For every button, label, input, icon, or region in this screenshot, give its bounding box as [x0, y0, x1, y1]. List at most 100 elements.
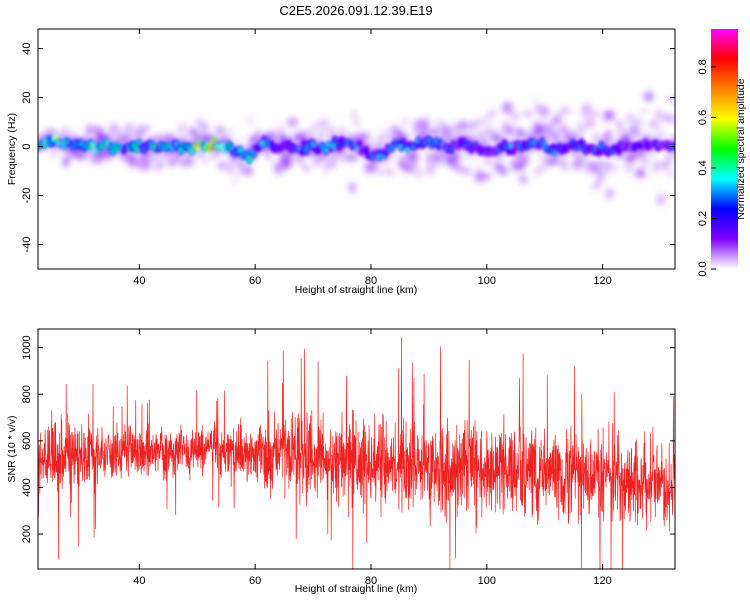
- spectrogram-y-ticks: 40 20 0 -20 -40: [21, 42, 675, 252]
- spectrogram-halo-cell: [559, 124, 568, 134]
- snr-x-axis-label: Height of straight line (km): [295, 583, 418, 595]
- spectrogram-halo-cell: [512, 111, 518, 121]
- spectrogram-frame: [37, 28, 676, 270]
- spectrogram-halo-cell: [535, 104, 541, 111]
- spectrogram-halo-cell: [143, 151, 153, 163]
- spectrogram-halo-cell: [552, 133, 561, 144]
- spectrogram-halo-cell: [484, 114, 494, 120]
- spectrogram-halo-cell: [610, 160, 616, 168]
- y-tick-label: 40: [21, 42, 33, 54]
- spectrogram-halo-cell: [668, 97, 675, 103]
- colorbar-label: Normalized spectral amplitude: [735, 78, 747, 219]
- colorbar-ticks: 0.0 0.2 0.4 0.6 0.8: [697, 59, 716, 277]
- spectrogram-ridge-peak: [302, 141, 307, 146]
- spectrogram-halo-cell: [539, 105, 549, 118]
- spectrogram-halo-cell: [329, 126, 337, 136]
- spectrogram-halo-cell: [354, 121, 360, 126]
- spectrogram-halo-cell: [669, 115, 675, 124]
- spectrogram-halo-cell: [413, 129, 419, 138]
- spectrogram-halo-cell: [236, 140, 246, 146]
- y-tick-label: 20: [21, 91, 33, 103]
- spectrogram-halo-cell: [622, 127, 629, 136]
- spectrogram-halo-cell: [372, 143, 377, 150]
- spectrogram-halo-cell: [85, 150, 93, 158]
- spectrogram-ridge-peak: [196, 146, 201, 153]
- x-tick-label: 40: [133, 275, 145, 287]
- spectrogram-halo-cell: [400, 117, 410, 128]
- spectrogram-halo-cell: [63, 156, 69, 168]
- spectrogram-halo-cell: [576, 159, 585, 164]
- spectrogram-halo-cell: [669, 134, 675, 143]
- spectrogram-halo-cell: [484, 158, 492, 165]
- x-tick-label: 40: [133, 575, 145, 587]
- spectrogram-halo-cell: [376, 138, 385, 151]
- spectrogram-halo-cell: [247, 165, 252, 177]
- spectrogram-halo-cell: [642, 108, 648, 113]
- spectrogram-halo-cell: [425, 152, 435, 164]
- spectrogram-ridge-peak: [550, 144, 555, 149]
- spectrogram-y-axis-label: Frequency (Hz): [6, 113, 18, 185]
- spectrogram-halo-cell: [158, 159, 164, 170]
- spectrogram-halo-cell: [617, 121, 623, 129]
- spectrogram-halo-cell: [614, 129, 624, 136]
- spectrogram-halo-cell: [423, 124, 429, 135]
- colorbar-tick-label: 0.2: [697, 211, 709, 226]
- spectrogram-halo-cell: [218, 161, 226, 169]
- spectrogram-halo-cell: [519, 175, 528, 184]
- spectrogram-halo-cell: [500, 126, 507, 133]
- spectrogram-halo-cell: [190, 127, 197, 139]
- spectrogram-halo-cell: [588, 161, 598, 172]
- spectrogram-halo-cell: [502, 119, 508, 127]
- snr-y-axis-label: SNR (10 * v/v): [6, 415, 18, 482]
- spectrogram-halo-cell: [229, 176, 240, 185]
- spectrogram-halo-cell: [634, 116, 643, 128]
- spectrogram-halo-cell: [584, 104, 590, 110]
- spectrogram-halo-cell: [96, 152, 104, 164]
- spectrogram-halo-cell: [459, 155, 468, 161]
- spectrogram-halo-cell: [630, 126, 638, 134]
- spectrogram-halo-cell: [517, 127, 524, 140]
- spectrogram-halo-cell: [499, 166, 509, 176]
- spectrogram-halo-cell: [61, 126, 69, 138]
- colorbar-tick-label: 0.8: [697, 59, 709, 74]
- spectrogram-halo-cell: [68, 149, 74, 158]
- spectrogram-halo-cell: [247, 115, 254, 126]
- spectrogram-halo-cell: [474, 170, 485, 183]
- spectrogram-x-axis-label: Height of straight line (km): [295, 284, 418, 296]
- spectrogram-ridge-peak: [449, 147, 454, 151]
- spectrogram-panel: 40 60 80 100 120 40 20 0 -20 -40 Height of strai…: [6, 28, 676, 296]
- y-tick-label: 1000: [21, 335, 33, 359]
- spectrogram-halo-cell: [667, 150, 675, 158]
- spectrogram-halo-cell: [317, 131, 325, 138]
- spectrogram-halo-cell: [150, 152, 160, 162]
- x-tick-label: 120: [593, 575, 611, 587]
- spectrogram-halo-cell: [508, 128, 518, 134]
- spectrogram-halo-cell: [533, 169, 540, 175]
- spectrogram-halo-cell: [297, 156, 303, 165]
- spectrogram-halo-cell: [168, 157, 176, 167]
- spectrogram-halo-cell: [538, 123, 546, 132]
- spectrogram-ridge-peak: [597, 150, 602, 154]
- spectrogram-halo-cell: [595, 180, 601, 189]
- spectrogram-halo-cell: [599, 173, 604, 183]
- spectrogram-ridge-peak: [504, 143, 509, 148]
- snr-x-ticks: 40 60 80 100 120: [133, 329, 612, 587]
- spectrogram-halo-cell: [474, 164, 479, 170]
- spectrogram-halo-cell: [658, 193, 664, 206]
- spectrogram-halo-cell: [256, 131, 261, 141]
- spectrogram-halo-cell: [240, 164, 248, 173]
- snr-series-line: [38, 337, 675, 569]
- spectrogram-ridge-peak: [311, 142, 316, 147]
- y-tick-label: 400: [21, 478, 33, 496]
- spectrogram-halo-cell: [647, 153, 655, 159]
- spectrogram-ridge-peak: [135, 147, 140, 153]
- spectrogram-halo-cell: [549, 156, 559, 165]
- spectrogram-ridge-peak: [357, 142, 362, 146]
- spectrogram-halo-cell: [350, 150, 357, 163]
- spectrogram-halo-cell: [453, 122, 460, 133]
- spectrogram-halo-cell: [426, 164, 435, 174]
- figure-title: C2E5.2026.091.12.39.E19: [279, 3, 432, 18]
- spectrogram-halo-cell: [197, 153, 204, 159]
- colorbar-tick-label: 0.0: [697, 261, 709, 276]
